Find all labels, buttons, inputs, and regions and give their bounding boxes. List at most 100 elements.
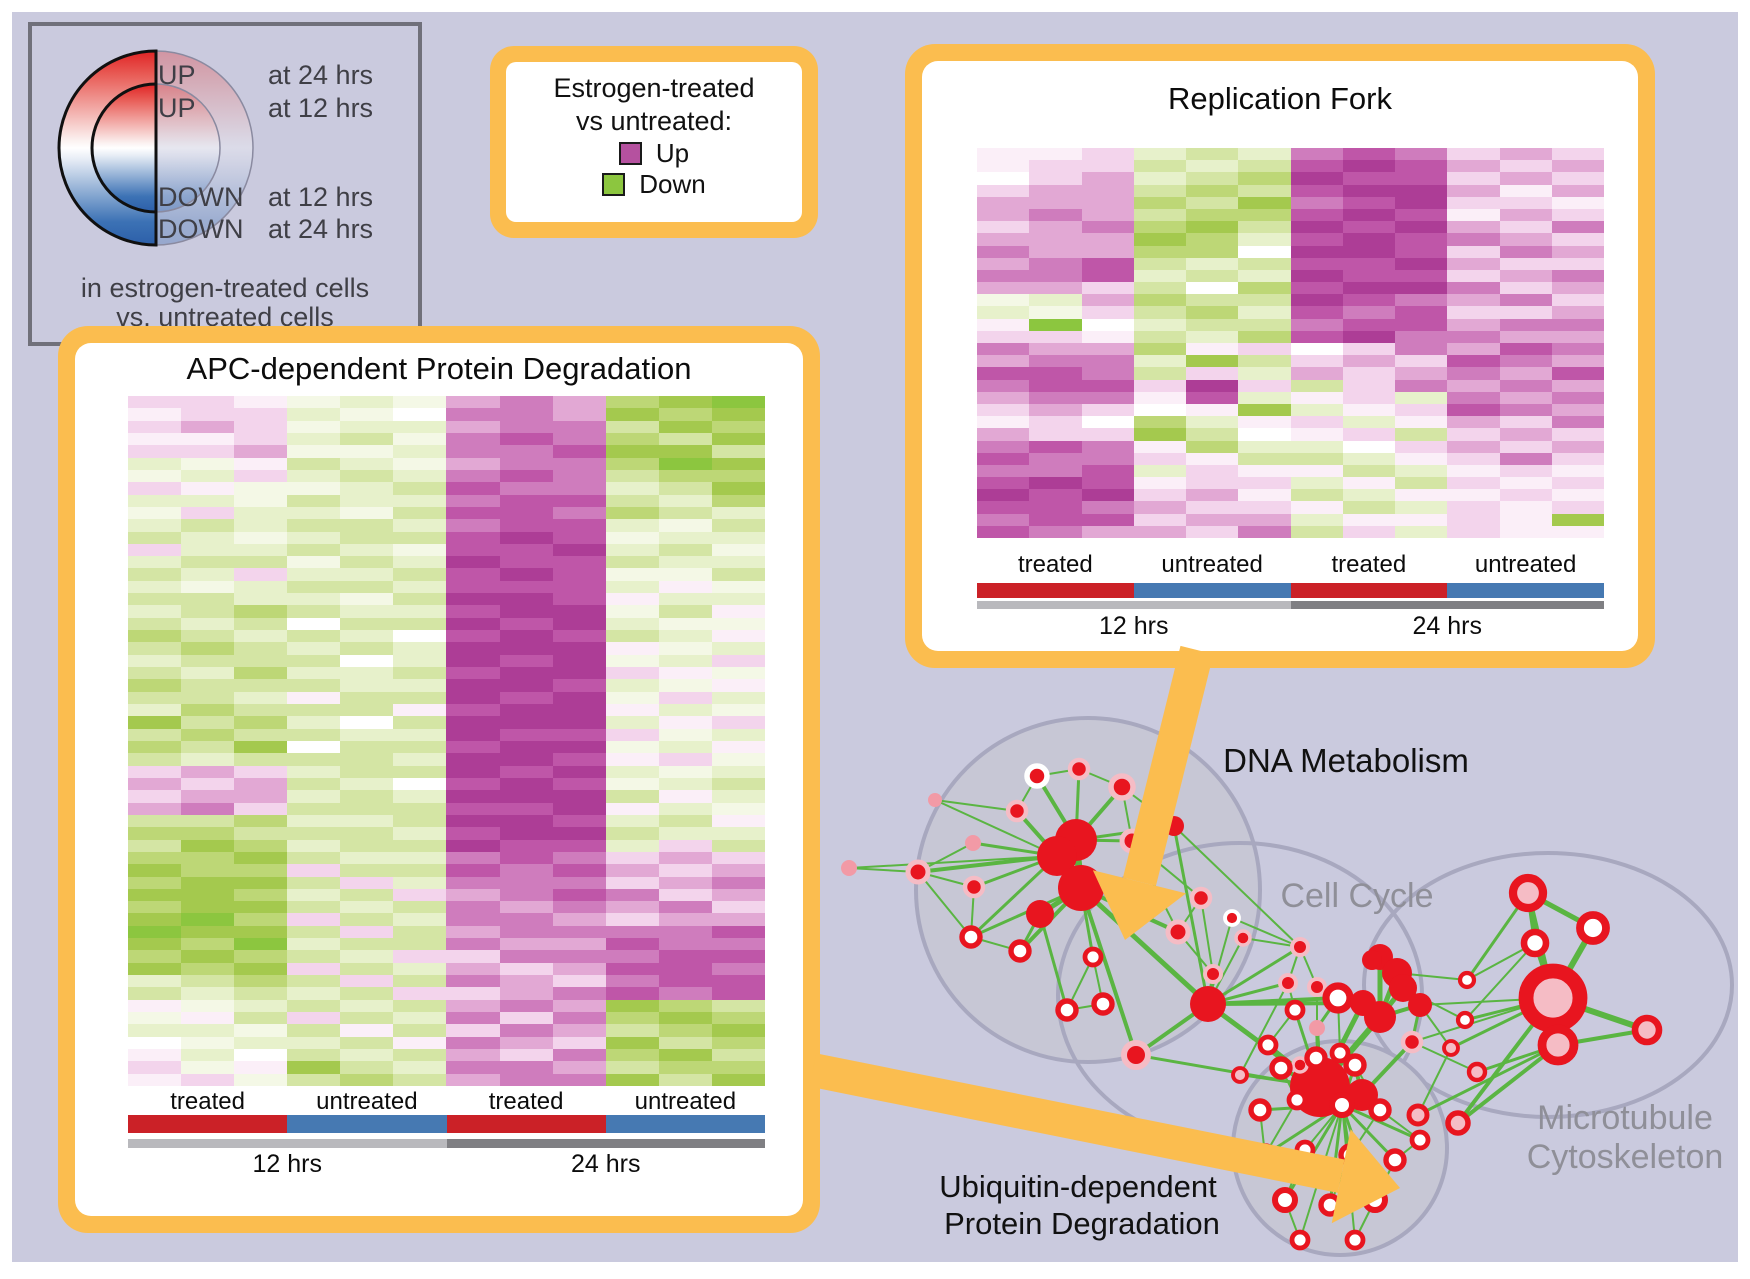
heatmap-cell <box>181 679 235 692</box>
heatmap-cell <box>181 494 235 507</box>
heatmap-cell <box>128 1073 182 1086</box>
heatmap-cell <box>977 208 1030 222</box>
heatmap-cell <box>393 913 447 926</box>
heatmap-cell <box>393 938 447 951</box>
heatmap-cell <box>1186 221 1239 234</box>
heatmap-cell <box>287 962 341 976</box>
heatmap-cell <box>552 827 606 840</box>
heatmap-cell <box>1395 477 1448 490</box>
heatmap-cell <box>234 1024 288 1037</box>
heatmap-cell <box>1081 355 1134 368</box>
heatmap-cell <box>393 667 447 680</box>
heatmap-cell <box>711 827 765 840</box>
heatmap-cell <box>1342 440 1395 453</box>
heatmap-cell <box>711 802 765 815</box>
updown-gradient-circles <box>57 49 254 247</box>
heatmap-cell <box>234 765 288 778</box>
heatmap-cell <box>128 901 182 914</box>
heatmap-cell <box>128 605 182 618</box>
heatmap-cell <box>499 950 553 963</box>
heatmap-cell <box>234 740 288 754</box>
heatmap-cell <box>499 728 553 741</box>
heatmap-cell <box>1499 464 1552 478</box>
heatmap-cell <box>711 469 765 483</box>
heatmap-cell <box>1395 525 1448 538</box>
heatmap-cell <box>181 445 235 458</box>
heatmap-cell <box>234 814 288 828</box>
heatmap-cell <box>446 506 500 520</box>
heatmap-cell <box>234 950 288 963</box>
heatmap-cell <box>977 160 1030 173</box>
heatmap-cell <box>181 642 235 655</box>
heatmap-cell <box>977 525 1030 538</box>
heatmap-cell <box>977 367 1030 380</box>
heatmap-cell <box>287 1049 341 1062</box>
heatmap-cell <box>1551 221 1604 234</box>
heatmap-cell <box>1551 294 1604 307</box>
condition-label: treated <box>488 1088 564 1115</box>
heatmap-cell <box>1081 416 1134 429</box>
heatmap-cell <box>234 396 288 409</box>
heatmap-cell <box>1499 501 1552 514</box>
heatmap-cell <box>1551 282 1604 295</box>
heatmap-cell <box>1290 343 1343 356</box>
heatmap-cell <box>446 1012 500 1025</box>
heatmap-cell <box>499 704 553 717</box>
heatmap-cell <box>393 851 447 865</box>
heatmap-cell <box>393 876 447 889</box>
heatmap-cell <box>552 790 606 803</box>
heatmap-cell <box>1342 330 1395 343</box>
heatmap-cell <box>499 396 553 409</box>
heatmap-cell <box>977 330 1030 343</box>
heatmap-cell <box>287 593 341 606</box>
heatmap-cell <box>711 593 765 606</box>
heatmap-cell <box>340 679 394 692</box>
heatmap-cell <box>234 704 288 717</box>
heatmap-cell <box>128 814 182 828</box>
time-band <box>446 1139 765 1148</box>
heatmap-cell <box>1447 184 1500 197</box>
heatmap-cell <box>1081 428 1134 441</box>
heatmap-cell <box>658 925 712 939</box>
heatmap-cell <box>1133 452 1186 465</box>
heatmap-cell <box>1342 160 1395 173</box>
heatmap-cell <box>128 420 182 433</box>
heatmap-cell <box>393 888 447 902</box>
heatmap-cell <box>234 975 288 988</box>
heatmap-cell <box>340 408 394 421</box>
heatmap-cell <box>1447 525 1500 538</box>
heatmap-cell <box>287 913 341 926</box>
gradient-circle-right-half <box>155 83 221 213</box>
legend-item-up: Up <box>618 138 689 169</box>
heatmap-cell <box>128 987 182 1000</box>
heatmap-cell <box>1290 489 1343 502</box>
heatmap-cell <box>1290 477 1343 490</box>
legend-row-down-24: DOWN at 24 hrs <box>158 213 373 245</box>
heatmap-cell <box>1133 318 1186 331</box>
apc-panel-title: APC-dependent Protein Degradation <box>186 351 692 386</box>
heatmap-cell <box>1551 257 1604 270</box>
heatmap-cell <box>658 605 712 618</box>
heatmap-cell <box>181 432 235 446</box>
heatmap-cell <box>287 482 341 495</box>
heatmap-cell <box>234 568 288 581</box>
condition-label: treated <box>1018 551 1093 578</box>
heatmap-cell <box>128 1049 182 1062</box>
heatmap-cell <box>287 667 341 680</box>
heatmap-cell <box>287 1073 341 1086</box>
heatmap-cell <box>1238 440 1291 453</box>
time-band <box>1290 601 1604 609</box>
heatmap-cell <box>1081 343 1134 356</box>
legend-time: at 12 hrs <box>268 93 374 123</box>
heatmap-cell <box>340 469 394 483</box>
heatmap-cell <box>287 556 341 569</box>
heatmap-cell <box>1551 184 1604 197</box>
heatmap-cell <box>1186 452 1239 465</box>
heatmap-cell <box>446 494 500 507</box>
heatmap-cell <box>499 630 553 643</box>
heatmap-cell <box>1395 257 1448 270</box>
heatmap-cell <box>1290 306 1343 319</box>
heatmap-cell <box>181 925 235 939</box>
heatmap-cell <box>977 428 1030 441</box>
heatmap-cell <box>287 691 341 705</box>
